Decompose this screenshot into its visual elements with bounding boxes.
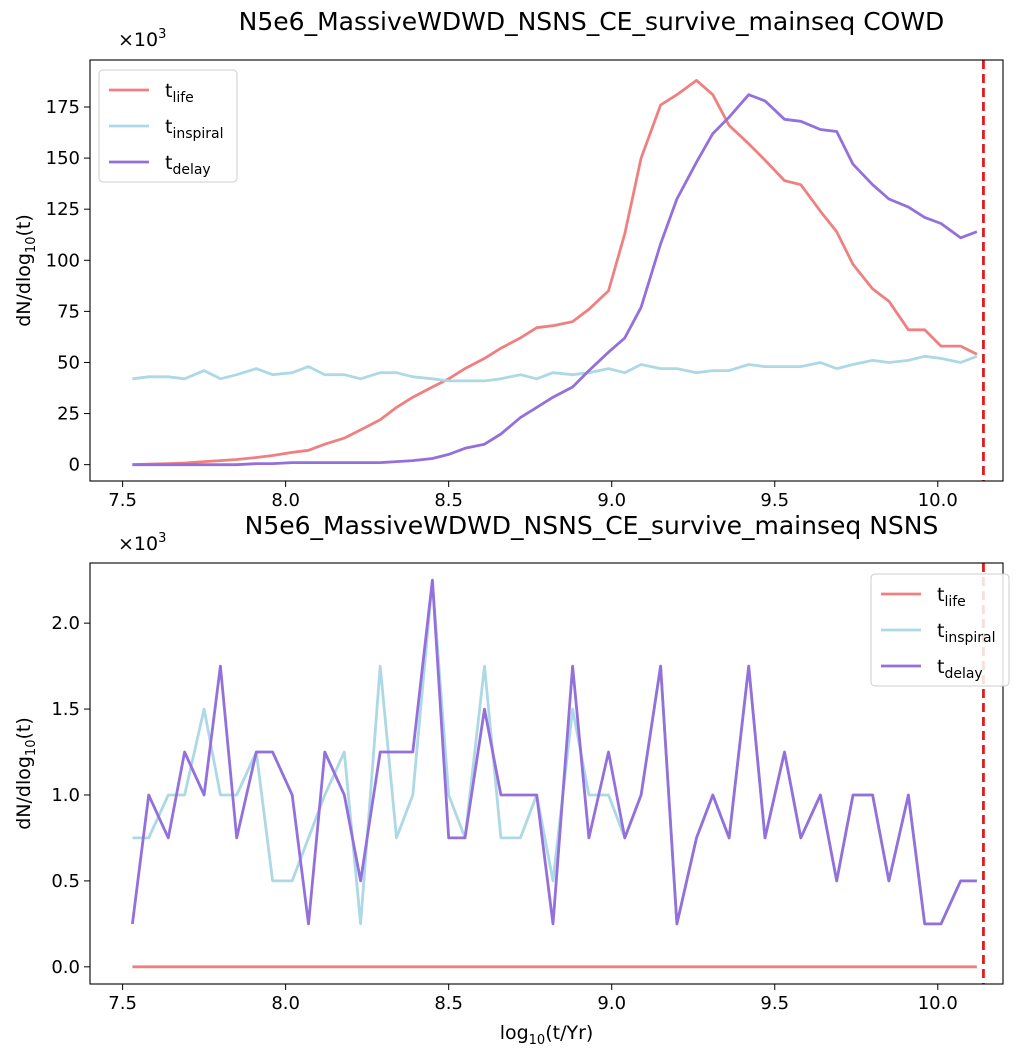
x-tick-label: 9.5	[760, 490, 789, 511]
chart-title: N5e6_MassiveWDWD_NSNS_CE_survive_mainseq…	[245, 511, 939, 540]
x-tick-label: 9.0	[597, 490, 626, 511]
legend: tlife tinspiral tdelay	[870, 573, 1010, 687]
plot-area	[132, 60, 985, 481]
y-multiplier-label: ×103	[118, 531, 166, 555]
x-tick-label: 8.5	[434, 993, 463, 1014]
legend: tlife tinspiral tdelay	[98, 69, 238, 183]
y-tick-label: 0.0	[51, 957, 80, 978]
y-tick-label: 175	[46, 97, 80, 118]
y-tick-label: 1.5	[51, 699, 80, 720]
x-tick-label: 9.0	[597, 993, 626, 1014]
x-tick-label: 10.0	[918, 490, 958, 511]
series-line-delay	[131, 578, 977, 926]
legend-label-inspiral: tinspiral	[937, 620, 996, 646]
chart-panel-1: N5e6_MassiveWDWD_NSNS_CE_survive_mainseq…	[13, 7, 1004, 511]
y-axis-label: dN/dlog10(t)	[13, 214, 39, 327]
series-line-inspiral	[132, 354, 978, 383]
chart-panel-2: N5e6_MassiveWDWD_NSNS_CE_survive_mainseq…	[13, 511, 1010, 1048]
legend-box	[98, 69, 238, 183]
x-tick-label: 7.5	[108, 490, 137, 511]
chart-title: N5e6_MassiveWDWD_NSNS_CE_survive_mainseq…	[239, 7, 945, 36]
y-tick-label: 2.0	[51, 613, 80, 634]
legend-label-life: tlife	[165, 80, 194, 106]
y-tick-label: 50	[57, 352, 80, 373]
y-tick-label: 75	[57, 301, 80, 322]
legend-label-inspiral: tinspiral	[165, 116, 224, 142]
x-axis-label: log10(t/Yr)	[500, 1022, 594, 1048]
y-tick-label: 0	[69, 455, 80, 476]
legend-label-delay: tdelay	[937, 656, 983, 682]
y-tick-label: 0.5	[51, 871, 80, 892]
x-tick-label: 8.5	[434, 490, 463, 511]
x-tick-label: 8.0	[271, 993, 300, 1014]
legend-label-delay: tdelay	[165, 152, 211, 178]
plot-area	[131, 563, 985, 984]
legend-label-life: tlife	[937, 584, 966, 610]
series-line-delay	[132, 93, 978, 467]
y-tick-label: 25	[57, 404, 80, 425]
y-tick-label: 1.0	[51, 785, 80, 806]
legend-box	[870, 573, 1010, 687]
series-line-life	[132, 79, 978, 467]
x-tick-label: 7.5	[108, 993, 137, 1014]
x-tick-label: 9.5	[760, 993, 789, 1014]
y-tick-label: 100	[46, 250, 80, 271]
y-multiplier-label: ×103	[118, 27, 166, 51]
x-tick-label: 8.0	[271, 490, 300, 511]
y-axis-label: dN/dlog10(t)	[13, 717, 39, 830]
x-tick-label: 10.0	[918, 993, 958, 1014]
y-tick-label: 150	[46, 148, 80, 169]
axes-frame	[89, 59, 1004, 482]
y-tick-label: 125	[46, 199, 80, 220]
axes-frame	[89, 562, 1004, 985]
